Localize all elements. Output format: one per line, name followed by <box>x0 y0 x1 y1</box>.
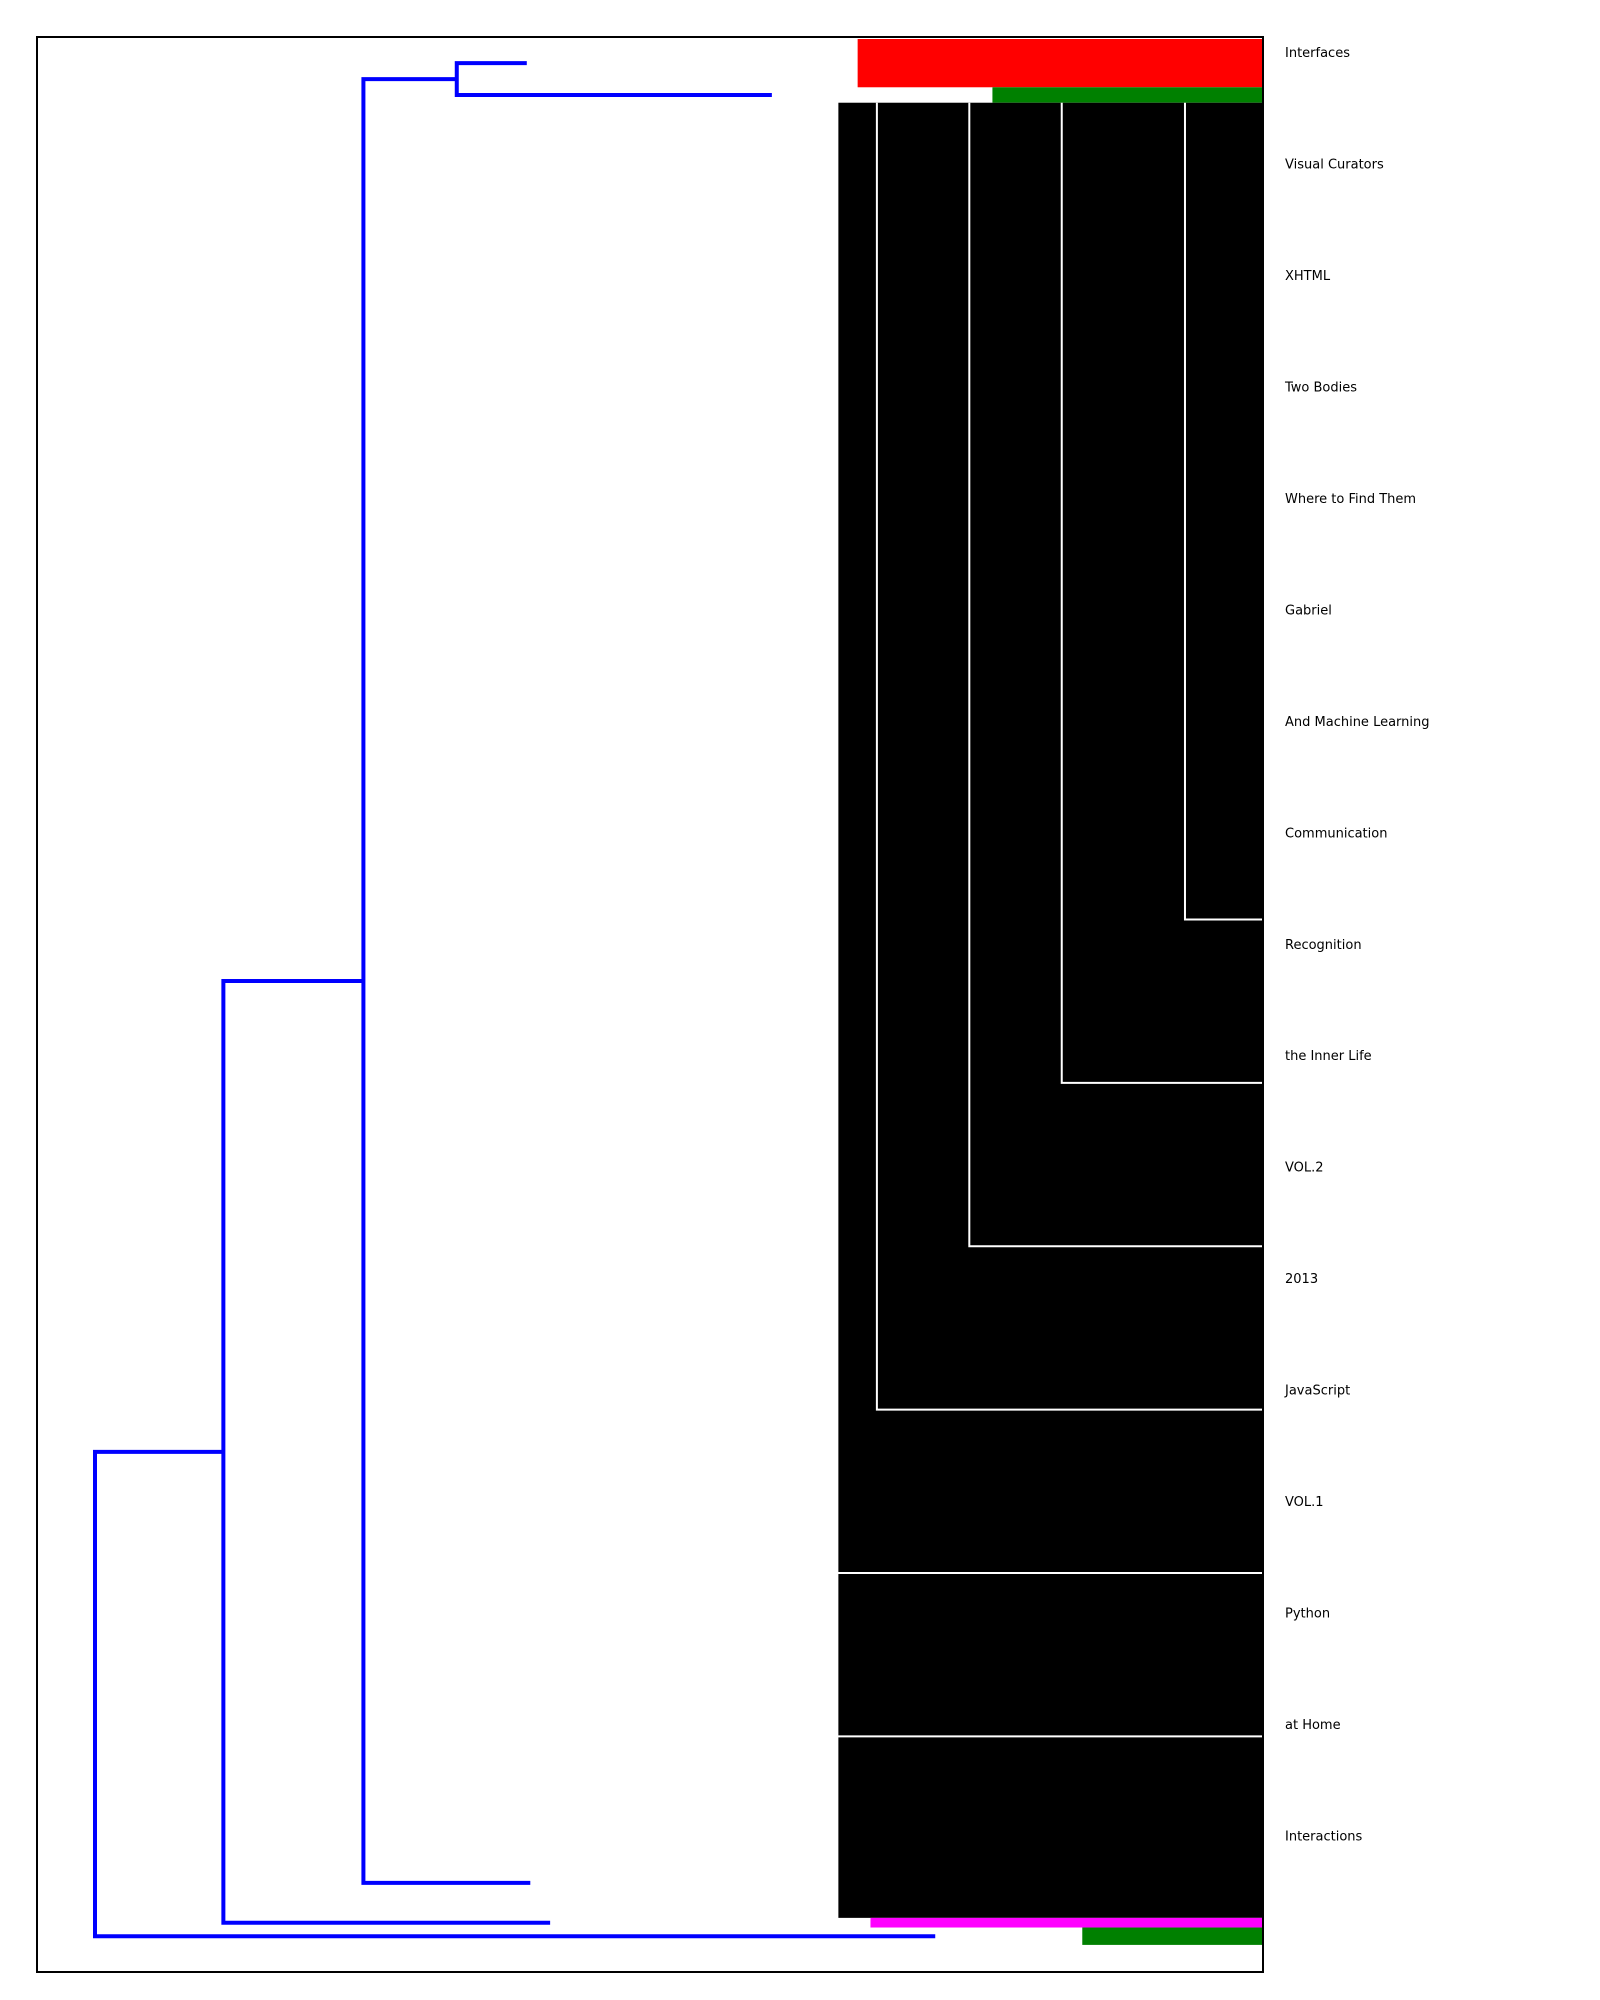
leaf-label: Recognition <box>1285 938 1362 953</box>
cluster-block-2 <box>838 102 1262 1918</box>
leaf-labels: Interfaces Visual Curators XHTML Two Bodies… <box>1284 46 1430 1845</box>
leaf-label: VOL.2 <box>1285 1161 1324 1176</box>
cluster-block-4 <box>1082 1927 1262 1945</box>
link-root <box>93 1449 936 1939</box>
leaf-label: Where to Find Them <box>1285 492 1416 507</box>
cluster-block-1 <box>992 87 1262 103</box>
dendrogram-links <box>93 61 1262 1939</box>
leaf-label: the Inner Life <box>1285 1049 1372 1064</box>
black-cluster-step-0 <box>1183 102 1262 921</box>
cluster-block-3 <box>870 1917 1262 1928</box>
leaf-label: 2013 <box>1285 1272 1318 1287</box>
black-cluster-step-5 <box>752 102 1262 1738</box>
cluster-block-0 <box>857 39 1262 88</box>
leaf-label: Visual Curators <box>1285 157 1384 172</box>
black-cluster-step-2 <box>968 102 1262 1248</box>
black-cluster-step-3 <box>875 102 1262 1411</box>
cluster-blocks <box>838 39 1262 1945</box>
leaf-label: Gabriel <box>1285 603 1332 618</box>
leaf-label: JavaScript <box>1284 1384 1350 1399</box>
black-cluster-step-1 <box>1060 102 1262 1084</box>
leaf-label: at Home <box>1285 1718 1341 1733</box>
leaf-label: Interactions <box>1285 1830 1363 1845</box>
black-cluster-step-4 <box>814 102 1262 1574</box>
leaf-label: Python <box>1285 1607 1330 1622</box>
leaf-label: Interfaces <box>1285 46 1350 61</box>
leaf-label: XHTML <box>1285 269 1331 284</box>
leaf-label: And Machine Learning <box>1285 715 1430 730</box>
leaf-label: VOL.1 <box>1285 1495 1324 1510</box>
leaf-label: Communication <box>1285 826 1387 841</box>
leaf-label: Two Bodies <box>1284 380 1357 395</box>
